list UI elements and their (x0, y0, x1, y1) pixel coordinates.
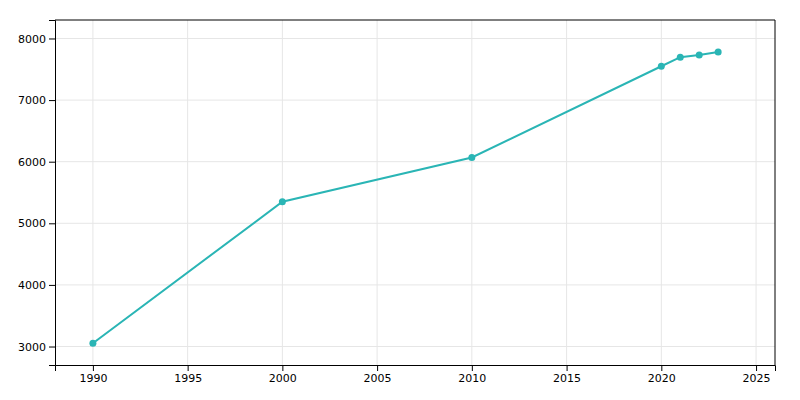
point (279, 198, 286, 205)
x-tick: 1990 (79, 365, 107, 385)
y-tick-mark (49, 100, 55, 101)
x-grid-line (566, 20, 567, 365)
y-tick: 8000 (18, 33, 55, 46)
x-tick-mark (377, 365, 378, 371)
x-tick-mark (93, 365, 94, 371)
x-tick: 2020 (648, 365, 676, 385)
point (715, 49, 722, 56)
y-tick: 7000 (18, 94, 55, 107)
point (468, 154, 475, 161)
y-grid-line (55, 38, 775, 39)
x-tick-label: 2015 (553, 372, 581, 385)
x-tick: 2000 (269, 365, 297, 385)
y-grid-line (55, 284, 775, 285)
y-tick-mark (49, 162, 55, 163)
line (93, 52, 718, 343)
x-tick-label: 2000 (269, 372, 297, 385)
x-tick: 1995 (174, 365, 202, 385)
y-tick: 3000 (18, 341, 55, 354)
y-tick: 4000 (18, 279, 55, 292)
y-tick-mark (49, 347, 55, 348)
y-tick-mark (49, 223, 55, 224)
x-tick-mark (472, 365, 473, 371)
y-grid-line (55, 100, 775, 101)
x-tick-mark (567, 365, 568, 371)
x-grid-line (92, 20, 93, 365)
x-tick: 2005 (364, 365, 392, 385)
x-tick: 2015 (553, 365, 581, 385)
x-tick-mark (282, 365, 283, 371)
x-axis-line (56, 366, 776, 372)
x-tick-label: 1990 (79, 372, 107, 385)
y-tick-label: 3000 (18, 341, 46, 354)
y-grid-line (55, 346, 775, 347)
x-tick-label: 2010 (458, 372, 486, 385)
y-tick-mark (49, 285, 55, 286)
x-tick-mark (661, 365, 662, 371)
y-tick-label: 6000 (18, 156, 46, 169)
x-tick-label: 2020 (648, 372, 676, 385)
x-tick-label: 2025 (743, 372, 771, 385)
y-tick-label: 4000 (18, 279, 46, 292)
point (677, 54, 684, 61)
y-tick: 6000 (18, 156, 55, 169)
x-tick: 2025 (743, 365, 771, 385)
y-tick-label: 5000 (18, 217, 46, 230)
y-tick-label: 8000 (18, 33, 46, 46)
y-tick-label: 7000 (18, 94, 46, 107)
y-grid-line (55, 161, 775, 162)
frame-top (55, 20, 775, 21)
chart: 1990 1995 2000 2005 2010 2015 2020 2025 3000 4000… (0, 0, 800, 400)
x-tick-label: 2005 (364, 372, 392, 385)
x-tick: 2010 (458, 365, 486, 385)
point (658, 63, 665, 70)
x-grid-line (471, 20, 472, 365)
x-axis: 1990 1995 2000 2005 2010 2015 2020 2025 (56, 365, 776, 385)
y-grid-line (55, 223, 775, 224)
y-axis-line (49, 21, 56, 366)
point (696, 52, 703, 59)
x-grid-line (661, 20, 662, 365)
x-grid-line (282, 20, 283, 365)
plot: 1990 1995 2000 2005 2010 2015 2020 2025 3000 4000… (18, 20, 776, 385)
y-tick-mark (49, 38, 55, 39)
marks (89, 49, 721, 347)
x-tick-label: 1995 (174, 372, 202, 385)
y-tick: 5000 (18, 217, 55, 230)
x-grid-line (187, 20, 188, 365)
x-grid-line (756, 20, 757, 365)
frame-right (775, 20, 776, 365)
point (89, 340, 96, 347)
x-grid-line (377, 20, 378, 365)
x-tick-mark (188, 365, 189, 371)
y-axis: 3000 4000 5000 6000 7000 8000 (18, 21, 56, 366)
grid (55, 20, 775, 365)
x-tick-mark (756, 365, 757, 371)
